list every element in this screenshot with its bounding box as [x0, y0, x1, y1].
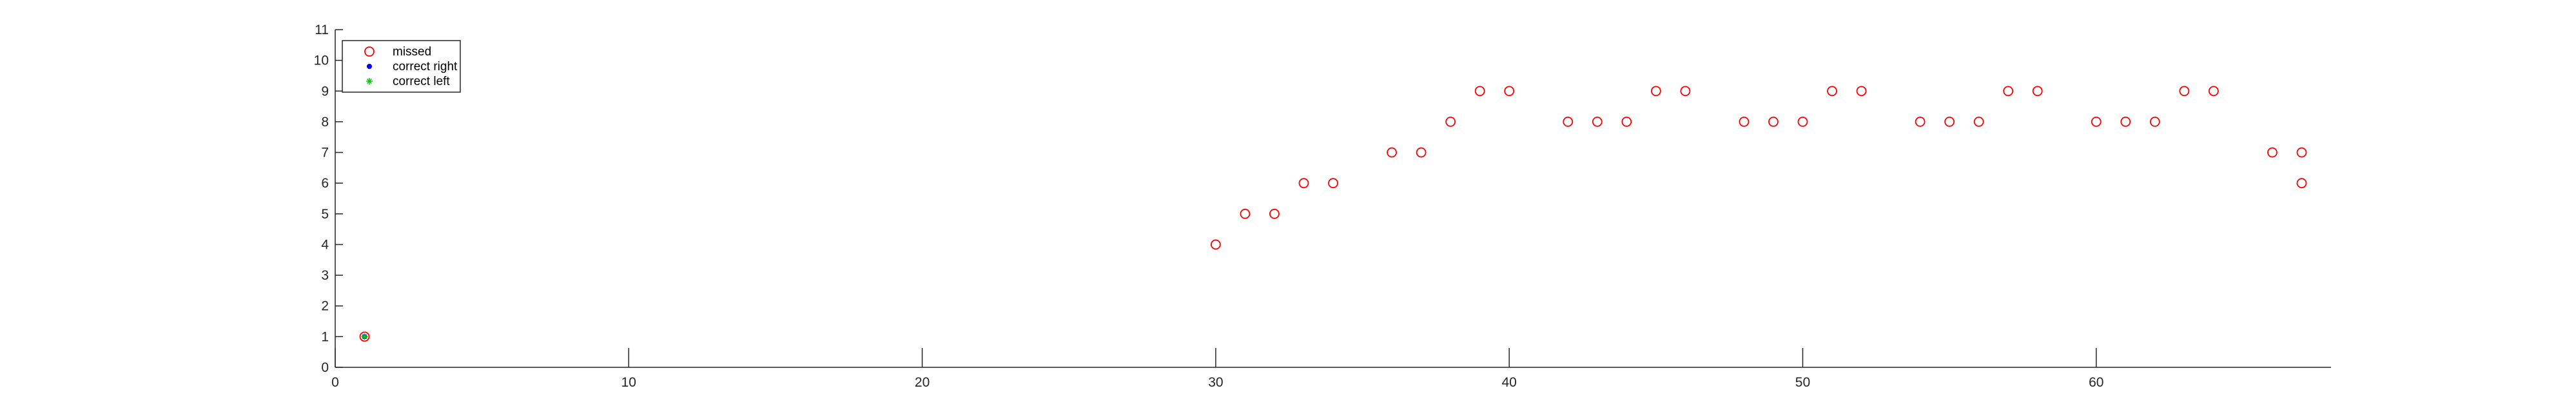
point-missed: [1944, 117, 1955, 127]
legend-label-missed: missed: [393, 45, 431, 59]
y-tick-label: 3: [321, 268, 329, 283]
point-missed: [1827, 86, 1837, 97]
point-missed: [1680, 86, 1691, 97]
point-missed: [1298, 178, 1309, 189]
x-ticks: 0 10 20 30 40 50 60: [331, 348, 2103, 390]
x-tick-label: 0: [331, 375, 339, 390]
legend-box: [342, 40, 461, 93]
x-tick-label: 60: [2089, 375, 2103, 390]
point-missed: [1240, 208, 1251, 219]
point-missed: [2296, 147, 2307, 158]
point-missed: [2208, 86, 2219, 97]
y-tick-label: 8: [321, 115, 329, 130]
legend-marker-correct-right: [367, 64, 372, 69]
point-missed: [2179, 86, 2190, 97]
x-tick-label: 50: [1795, 375, 1810, 390]
point-missed: [2120, 117, 2131, 127]
point-missed: [1650, 86, 1661, 97]
y-tick-label: 1: [321, 329, 329, 344]
point-missed: [1445, 117, 1456, 127]
y-tick-label: 7: [321, 146, 329, 160]
x-tick-label: 10: [621, 375, 636, 390]
point-missed: [2149, 117, 2160, 127]
point-missed: [2296, 178, 2307, 189]
axes: [335, 30, 2331, 368]
point-missed: [2091, 117, 2102, 127]
point-correct-left: [361, 333, 368, 340]
legend-marker-missed: [364, 46, 375, 57]
point-missed: [1210, 239, 1221, 250]
point-missed: [1269, 208, 1280, 219]
y-tick-label: 2: [321, 299, 329, 314]
point-missed: [2003, 86, 2014, 97]
point-missed: [1739, 117, 1750, 127]
x-tick-label: 40: [1501, 375, 1516, 390]
y-tick-label: 9: [321, 84, 329, 99]
point-missed: [1328, 178, 1338, 189]
point-missed: [1621, 117, 1632, 127]
point-missed: [1416, 147, 1427, 158]
legend-marker-correct-left: [366, 78, 373, 84]
point-missed: [2267, 147, 2278, 158]
point-missed: [1856, 86, 1867, 97]
y-tick-label: 4: [321, 237, 329, 252]
point-missed: [1768, 117, 1779, 127]
point-missed: [2032, 86, 2043, 97]
point-missed: [1504, 86, 1515, 97]
y-tick-label: 11: [315, 23, 329, 37]
x-tick-label: 20: [915, 375, 930, 390]
data-points: [359, 86, 2307, 342]
legend-label-correct-right: correct right: [393, 60, 458, 73]
y-tick-label: 0: [321, 360, 329, 375]
point-missed: [1592, 117, 1603, 127]
point-missed: [1973, 117, 1984, 127]
y-tick-label: 5: [321, 207, 329, 222]
point-missed: [1474, 86, 1485, 97]
y-tick-label: 6: [321, 176, 329, 191]
legend-label-correct-left: correct left: [393, 75, 450, 88]
point-missed: [1797, 117, 1808, 127]
y-tick-label: 10: [314, 53, 329, 68]
point-missed: [359, 331, 370, 342]
point-missed: [1915, 117, 1926, 127]
y-ticks: 0 1 2 3 4 5 6 7 8 9 10 11: [314, 23, 343, 375]
point-missed: [1387, 147, 1397, 158]
x-tick-label: 30: [1208, 375, 1223, 390]
point-missed: [1563, 117, 1574, 127]
